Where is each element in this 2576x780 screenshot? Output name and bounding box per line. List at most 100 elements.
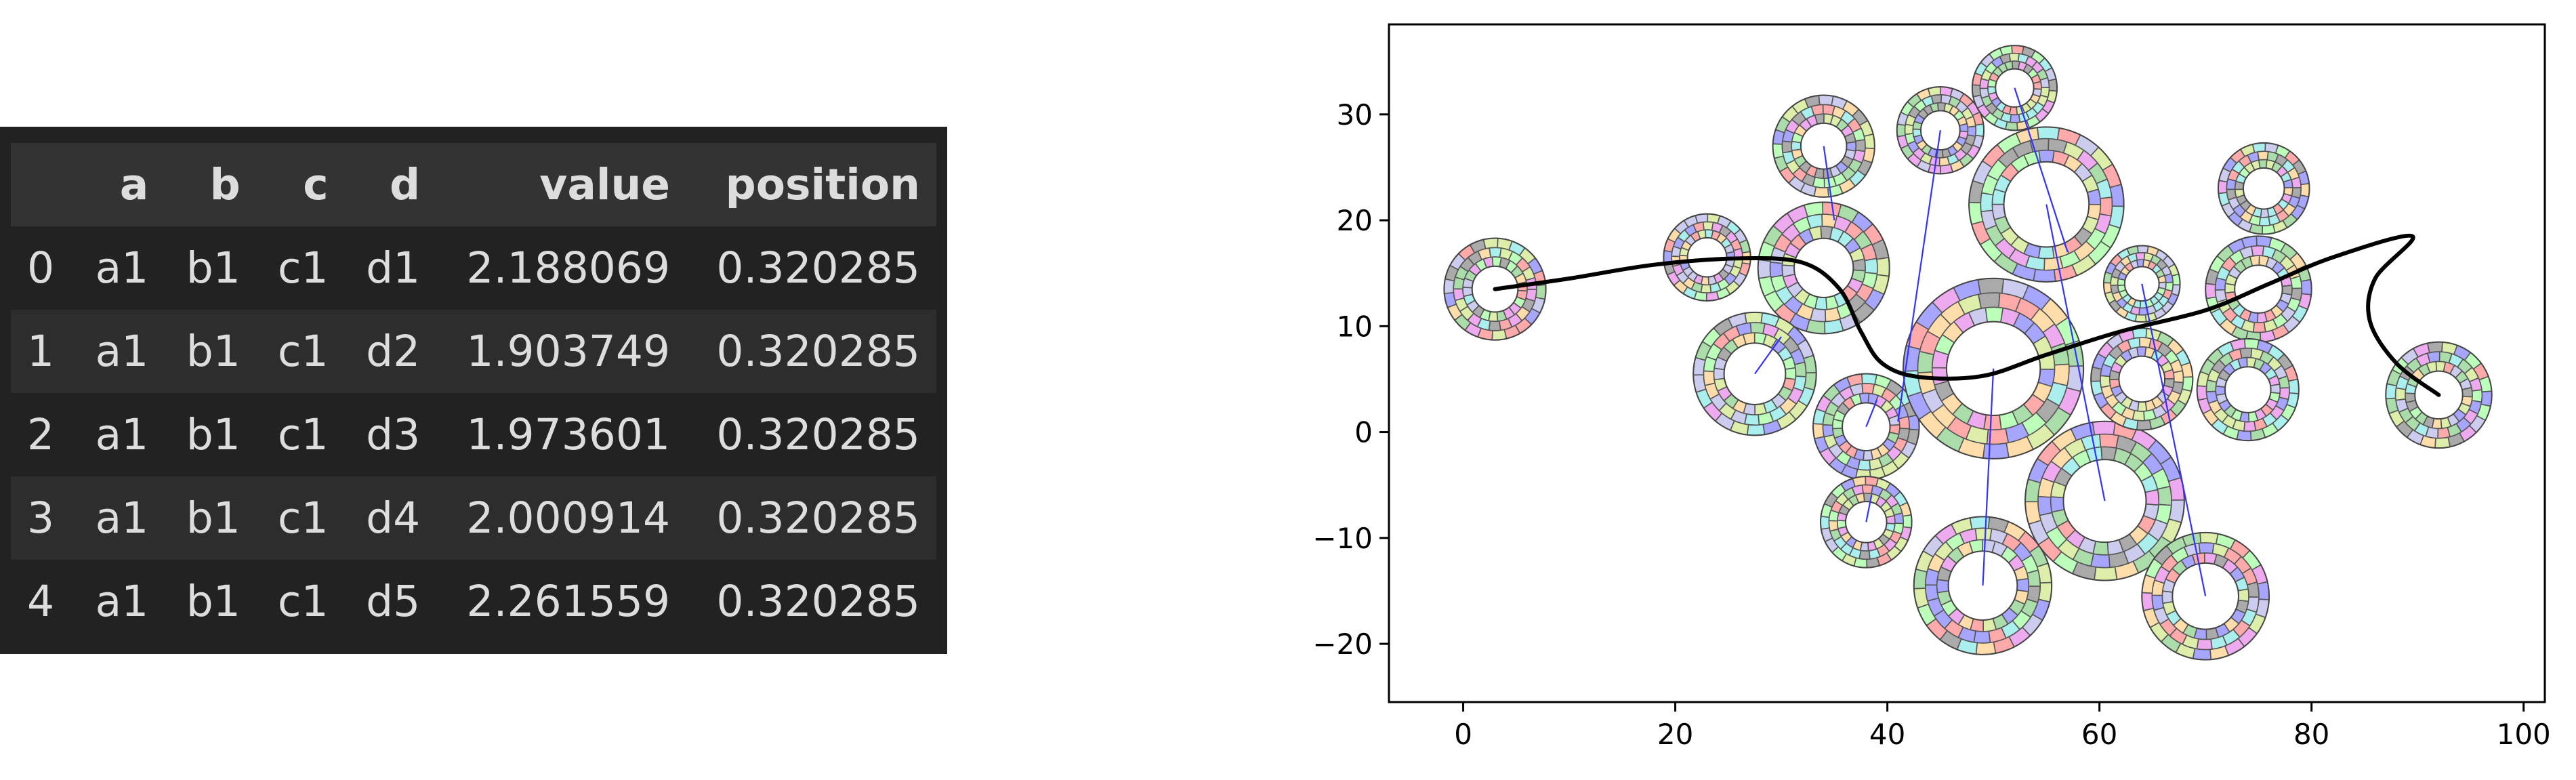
ring-segment bbox=[2136, 259, 2144, 268]
ring-outer-edge bbox=[2102, 245, 2181, 323]
table-cell: 0.320285 bbox=[716, 577, 920, 626]
ring-inner-edge bbox=[2242, 167, 2285, 210]
ring-segment bbox=[2161, 590, 2174, 604]
ring-marker bbox=[1913, 516, 2053, 655]
ring-segment bbox=[2287, 378, 2300, 394]
table-cell: 3 bbox=[11, 476, 75, 560]
x-tick-label: 40 bbox=[1869, 718, 1905, 751]
ring-segment bbox=[2037, 245, 2055, 260]
y-tick-label: 30 bbox=[1337, 98, 1373, 131]
ring-inner-edge bbox=[2003, 161, 2090, 248]
ring-marker bbox=[1772, 94, 1875, 198]
ring-inner-edge bbox=[2224, 366, 2272, 413]
y-tick-label: 20 bbox=[1337, 204, 1373, 237]
ring-segment bbox=[2099, 197, 2113, 217]
ring-segment bbox=[2270, 383, 2281, 394]
table-cell: 1 bbox=[11, 310, 75, 393]
table-cell: b1 bbox=[186, 410, 241, 459]
ring-segment bbox=[2037, 126, 2060, 140]
ring-segment bbox=[1864, 258, 1878, 274]
ring-segment bbox=[1972, 84, 1982, 98]
ring-segment bbox=[1828, 520, 1839, 532]
scatter-chart: 0 20 40 60 80 100 −20 −10 0 10 20 30 bbox=[1312, 23, 2551, 751]
ring-segment bbox=[1757, 259, 1772, 279]
table-row: 3 a1 b1 c1 d4 2.000914 0.320285 bbox=[11, 476, 936, 560]
table-cell: b1 bbox=[165, 310, 257, 393]
table-cell: 0.320285 bbox=[716, 243, 920, 293]
blue-connector-line bbox=[1865, 495, 1873, 522]
table-cell: a1 bbox=[95, 243, 149, 293]
ring-marker bbox=[2385, 341, 2493, 449]
table-row: 4 a1 b1 c1 d5 2.261559 0.320285 bbox=[11, 560, 936, 643]
ring-segment bbox=[2258, 216, 2271, 226]
ring-segment bbox=[1854, 138, 1866, 152]
header-cell: value bbox=[436, 143, 687, 226]
ring-segment bbox=[1769, 261, 1784, 279]
ring-segment bbox=[2033, 268, 2056, 283]
x-tick-label: 60 bbox=[2081, 718, 2117, 751]
table-cell: 2 bbox=[27, 410, 55, 459]
ring-segment bbox=[2157, 485, 2172, 506]
header-row: a b c d value position bbox=[11, 143, 936, 226]
ring-segment bbox=[1974, 527, 1993, 541]
ring-segment bbox=[2100, 375, 2111, 388]
ring-segment bbox=[1812, 423, 1825, 440]
blue-connector-line bbox=[2045, 204, 2106, 501]
x-tick-label: 80 bbox=[2293, 718, 2329, 751]
ring-segment bbox=[2032, 81, 2042, 90]
ring-segment bbox=[1852, 258, 1866, 272]
table-cell: a1 bbox=[74, 310, 165, 393]
ring-marker bbox=[1903, 277, 2085, 459]
ring-segment bbox=[2090, 553, 2111, 569]
ring-segment bbox=[2099, 433, 2119, 449]
ring-segment bbox=[1793, 361, 1807, 377]
table-cell: 2.261559 bbox=[466, 577, 671, 626]
ring-segment bbox=[1982, 442, 2010, 459]
ring-segment bbox=[2252, 321, 2266, 333]
ring-segment bbox=[2144, 489, 2160, 506]
ring-outer-edge bbox=[1757, 201, 1890, 335]
dataframe-table: a b c d value position 0 a1 b1 c1 d1 2.1… bbox=[11, 143, 936, 643]
ring-segment bbox=[1896, 123, 1906, 138]
ring-segment bbox=[2426, 351, 2440, 364]
ring-segment bbox=[1818, 94, 1834, 106]
ring-segment bbox=[1876, 257, 1890, 277]
ring-segment bbox=[1744, 312, 1764, 324]
ring-segment bbox=[1936, 579, 1950, 594]
ring-segment bbox=[2239, 347, 2253, 359]
ring-segment bbox=[2136, 419, 2153, 431]
ring-segment bbox=[2196, 385, 2208, 401]
ring-segment bbox=[2434, 436, 2451, 449]
ring-segment bbox=[1973, 630, 1991, 644]
ring-segment bbox=[1813, 186, 1829, 198]
ring-segment bbox=[1885, 514, 1896, 525]
ring-segment bbox=[1977, 292, 2001, 310]
ring-outer-edge bbox=[2141, 531, 2270, 661]
ring-segment bbox=[1703, 370, 1716, 386]
table-row: 0 a1 b1 c1 d1 2.188069 0.320285 bbox=[11, 226, 936, 310]
ring-segment bbox=[1858, 550, 1871, 560]
ring-segment bbox=[1863, 449, 1874, 461]
table-cell: a1 bbox=[95, 410, 149, 459]
ring-segment bbox=[2205, 283, 2217, 300]
ring-segment bbox=[2037, 495, 2053, 516]
dataframe-panel: a b c d value position 0 a1 b1 c1 d1 2.1… bbox=[0, 127, 947, 654]
table-cell: d4 bbox=[344, 476, 437, 560]
ring-segment bbox=[1746, 424, 1766, 436]
ring-segment bbox=[1912, 128, 1922, 138]
y-tick-label: −10 bbox=[1312, 522, 1373, 555]
ring-segment bbox=[2461, 386, 2473, 398]
dataframe-header: a b c d value position bbox=[11, 143, 936, 226]
ring-outer-edge bbox=[1971, 45, 2058, 131]
ring-inner-edge bbox=[1723, 342, 1787, 406]
ring-segment bbox=[2038, 149, 2055, 163]
ring-segment bbox=[2257, 150, 2269, 161]
table-cell: d3 bbox=[366, 410, 421, 459]
x-tick-label: 20 bbox=[1657, 718, 1693, 751]
ring-segment bbox=[2136, 245, 2149, 254]
y-tick-label: 10 bbox=[1337, 310, 1373, 343]
ring-segment bbox=[2135, 252, 2146, 261]
ring-marker bbox=[1692, 311, 1817, 436]
ring-segment bbox=[2243, 420, 2257, 432]
ring-segment bbox=[2048, 78, 2058, 92]
